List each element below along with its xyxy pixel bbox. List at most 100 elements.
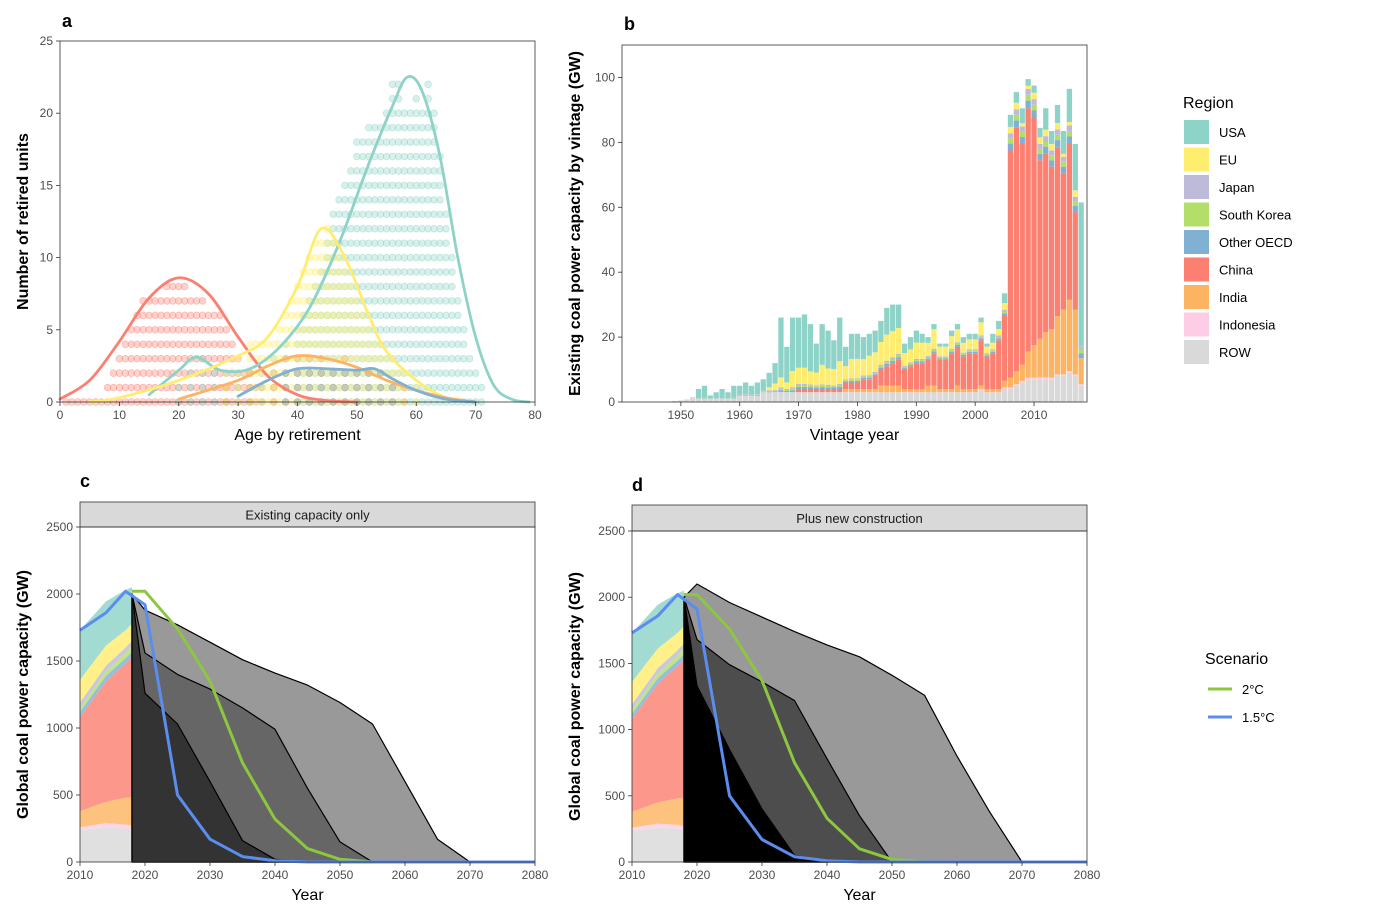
- bar-segment-usa: [801, 314, 808, 368]
- bar-segment-china: [807, 389, 813, 393]
- retired-unit-dot: [400, 210, 409, 218]
- bar-segment-eu: [943, 346, 949, 357]
- retired-unit-dot: [145, 340, 153, 348]
- bar-segment-china: [813, 389, 819, 393]
- retired-unit-dot: [329, 311, 337, 320]
- retired-unit-dot: [180, 282, 189, 291]
- retired-unit-dot: [329, 210, 337, 218]
- retired-unit-dot: [133, 354, 141, 363]
- bar-segment-south-korea: [966, 350, 972, 352]
- retired-unit-dot: [430, 297, 438, 305]
- retired-unit-dot: [353, 152, 361, 161]
- retired-unit-dot: [412, 311, 420, 320]
- bar-segment-china: [978, 340, 984, 386]
- retired-unit-dot: [382, 253, 391, 262]
- bar-segment-eu: [778, 377, 784, 388]
- retired-unit-dot: [406, 340, 415, 348]
- region-legend-key-china: [1184, 257, 1209, 282]
- panel-a-xtick-label: 10: [113, 408, 127, 422]
- bar-segment-indonesia: [1043, 377, 1049, 380]
- retired-unit-dot: [353, 354, 361, 363]
- retired-unit-dot: [145, 369, 153, 377]
- bar-segment-china: [960, 356, 966, 390]
- retired-unit-dot: [460, 383, 468, 392]
- retired-unit-dot: [186, 326, 195, 334]
- bar-segment-row: [748, 395, 755, 402]
- bar-segment-china: [819, 389, 825, 393]
- bar-segment-usa: [1037, 127, 1043, 138]
- retired-unit-dot: [365, 340, 373, 348]
- bar-segment-row: [807, 392, 813, 402]
- retired-unit-dot: [436, 239, 444, 247]
- bar-segment-row: [848, 392, 855, 402]
- retired-unit-dot: [406, 210, 415, 218]
- retired-unit-dot: [347, 239, 355, 247]
- bar-segment-usa: [901, 343, 908, 354]
- retired-unit-dot: [418, 196, 426, 204]
- retired-unit-dot: [275, 326, 284, 334]
- retired-unit-dot: [335, 253, 343, 262]
- bar-segment-row: [907, 392, 914, 402]
- retired-unit-dot: [436, 297, 444, 305]
- retired-unit-dot: [394, 138, 403, 146]
- retired-unit-dot: [448, 297, 456, 305]
- bar-segment-japan: [972, 349, 978, 351]
- retired-unit-dot: [109, 383, 118, 392]
- bar-segment-eu: [790, 371, 796, 388]
- bar-segment-south-korea: [925, 357, 931, 359]
- retired-unit-dot: [359, 196, 367, 204]
- bar-segment-south-korea: [1013, 114, 1019, 121]
- retired-unit-dot: [222, 340, 230, 348]
- retired-unit-dot: [388, 253, 397, 262]
- bar-segment-other-oecd: [884, 364, 890, 367]
- bar-segment-other-oecd: [878, 367, 884, 370]
- retired-unit-dot: [228, 383, 236, 392]
- retired-unit-dot: [465, 383, 474, 392]
- historical-area-japan: [632, 643, 684, 710]
- bar-segment-japan: [996, 335, 1002, 337]
- retired-unit-dot: [192, 297, 201, 305]
- bar-segment-japan: [1001, 309, 1008, 312]
- bar-segment-row: [819, 392, 825, 402]
- retired-unit-dot: [376, 326, 385, 334]
- retired-unit-dot: [412, 239, 420, 247]
- historical-area-row: [80, 827, 132, 862]
- retired-unit-dot: [436, 354, 444, 363]
- retired-unit-dot: [376, 282, 385, 291]
- retired-unit-dot: [347, 167, 355, 175]
- bar-segment-row: [760, 392, 766, 402]
- bar-segment-eu: [990, 342, 996, 350]
- retired-unit-dot: [418, 225, 426, 233]
- retired-unit-dot: [370, 225, 379, 233]
- bar-segment-row: [925, 392, 931, 402]
- retired-unit-dot: [370, 282, 379, 291]
- bar-segment-usa: [731, 385, 737, 398]
- retired-unit-dot: [299, 383, 308, 392]
- bar-segment-indonesia: [1060, 374, 1067, 376]
- retired-unit-dot: [139, 369, 147, 377]
- historical-area-other-oecd: [80, 651, 132, 718]
- bar-segment-south-korea: [848, 379, 855, 381]
- retired-unit-dot: [376, 297, 385, 305]
- retired-unit-dot: [370, 383, 379, 392]
- retired-unit-dot: [353, 167, 361, 175]
- retired-unit-dot: [329, 297, 337, 305]
- retired-unit-dot: [406, 152, 415, 161]
- bar-segment-south-korea: [1037, 148, 1043, 154]
- retired-unit-dot: [424, 297, 432, 305]
- bar-segment-south-korea: [907, 363, 914, 365]
- panel-d: Plus new construction 2010 2020 2030 2040 205…: [567, 504, 1101, 904]
- retired-unit-dot: [323, 340, 331, 348]
- retired-unit-dot: [436, 181, 444, 190]
- bar-segment-other-oecd: [790, 390, 796, 393]
- retired-unit-dot: [388, 210, 397, 218]
- bar-segment-row: [1072, 376, 1078, 402]
- bar-segment-eu: [960, 342, 966, 353]
- retired-unit-dot: [388, 152, 397, 161]
- bar-segment-eu: [1025, 85, 1031, 89]
- panel-a-ytick-label: 25: [40, 34, 54, 48]
- retired-unit-dot: [341, 340, 349, 348]
- bar-segment-japan: [878, 364, 884, 367]
- retired-unit-dot: [311, 326, 320, 334]
- bar-segment-india: [860, 389, 866, 393]
